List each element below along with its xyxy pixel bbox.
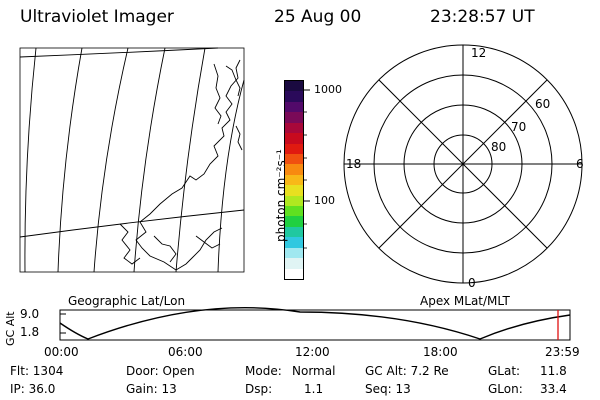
- colorbar-segment: [285, 164, 303, 175]
- polar-label-6: 6: [576, 157, 584, 171]
- mode-value: Normal: [292, 364, 336, 378]
- colorbar-segment: [285, 91, 303, 102]
- gc-altitude: GC Alt: 7.2 Re: [365, 364, 449, 378]
- colorbar-segment: [285, 247, 303, 259]
- colorbar-segment: [285, 237, 303, 248]
- polar-label-0: 0: [468, 276, 476, 290]
- polar-lat-60: 60: [535, 97, 551, 111]
- door-status: Door: Open: [126, 364, 195, 378]
- apex-label: Apex MLat/MLT: [420, 294, 510, 308]
- altitude-x-tick-2359: 23:59: [545, 345, 580, 359]
- ip-value: IP: 36.0: [10, 382, 56, 396]
- app-title: Ultraviolet Imager: [20, 7, 174, 27]
- colorbar-segment: [285, 268, 303, 280]
- dsp-label: Dsp:: [245, 382, 273, 396]
- colorbar-tick-100: 100: [314, 194, 335, 207]
- polar-label-12: 12: [471, 46, 487, 60]
- colorbar-segment: [285, 112, 303, 123]
- dsp-value: 1.1: [304, 382, 324, 396]
- header-date: 25 Aug 00: [274, 7, 362, 27]
- colorbar-segment: [285, 174, 303, 186]
- colorbar-segment: [285, 133, 303, 144]
- colorbar-segment: [285, 122, 303, 134]
- glon-label: GLon:: [488, 382, 523, 396]
- flight-number: Flt: 1304: [10, 364, 64, 378]
- sequence-value: Seq: 13: [365, 382, 411, 396]
- colorbar-segment: [285, 195, 303, 207]
- colorbar-segment: [285, 81, 303, 92]
- glat-label: GLat:: [488, 364, 521, 378]
- colorbar-segment: [285, 143, 303, 154]
- glon-value: 33.4: [540, 382, 567, 396]
- altitude-x-tick-0600: 06:00: [168, 345, 203, 359]
- colorbar-segment: [285, 185, 303, 196]
- altitude-tick-1-8: 1.8: [20, 325, 40, 339]
- colorbar-segment: [285, 153, 303, 165]
- colorbar-segment: [285, 258, 303, 269]
- colorbar-segment: [285, 206, 303, 217]
- glat-value: 11.8: [540, 364, 567, 378]
- colorbar-segment: [285, 216, 303, 227]
- altitude-x-tick-1800: 18:00: [423, 345, 458, 359]
- mode-label: Mode:: [245, 364, 282, 378]
- header-time: 23:28:57 UT: [430, 7, 535, 27]
- altitude-tick-9: 9.0: [20, 307, 40, 321]
- colorbar: [284, 80, 304, 280]
- polar-label-18: 18: [346, 157, 362, 171]
- altitude-x-tick-1200: 12:00: [295, 345, 330, 359]
- geographic-label: Geographic Lat/Lon: [68, 294, 186, 308]
- gain-value: Gain: 13: [126, 382, 177, 396]
- colorbar-segment: [285, 226, 303, 238]
- altitude-x-tick-0000: 00:00: [44, 345, 79, 359]
- polar-lat-70: 70: [511, 120, 527, 134]
- polar-lat-80: 80: [491, 140, 507, 154]
- colorbar-segment: [285, 101, 303, 113]
- colorbar-tick-1000: 1000: [314, 83, 342, 96]
